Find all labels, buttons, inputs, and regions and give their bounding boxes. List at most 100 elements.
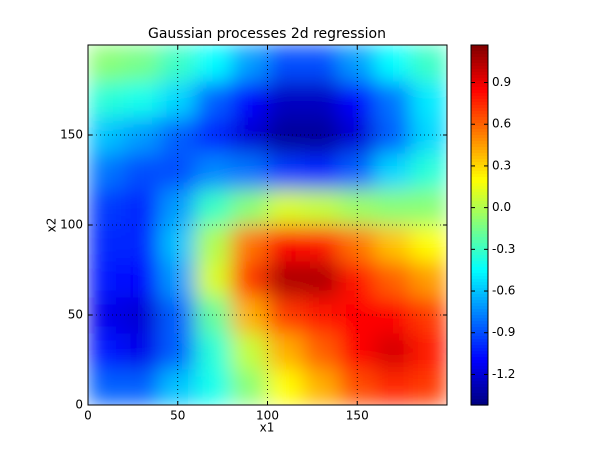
colorbar-tick-label: -1.2 <box>492 367 515 381</box>
colorbar-segment <box>471 63 488 67</box>
heatmap-cell <box>302 80 340 118</box>
colorbar-segment <box>471 309 488 313</box>
colorbar-segment <box>471 333 488 337</box>
colorbar-segment <box>471 234 488 238</box>
heatmap-cell <box>338 224 376 262</box>
heatmap-cell <box>88 224 125 262</box>
colorbar-segment <box>471 369 488 373</box>
heatmap-cell <box>123 332 161 370</box>
colorbar-segment <box>471 255 488 259</box>
heatmap-cell <box>231 296 268 334</box>
colorbar-segment <box>471 87 488 91</box>
colorbar-segment <box>471 102 488 106</box>
colorbar-segment <box>471 75 488 79</box>
colorbar-segment <box>471 291 488 295</box>
colorbar-segment <box>471 372 488 376</box>
x-tick-label: 0 <box>84 409 92 423</box>
colorbar-segment <box>471 348 488 352</box>
x-tick-label: 100 <box>256 409 279 423</box>
heatmap-cell <box>123 224 161 262</box>
colorbar-segment <box>471 120 488 124</box>
heatmap-cell <box>88 188 125 226</box>
colorbar-segment <box>471 363 488 367</box>
colorbar-segment <box>471 114 488 118</box>
colorbar-segment <box>471 231 488 235</box>
colorbar-segment <box>471 345 488 349</box>
heatmap-cell <box>195 332 233 370</box>
colorbar-segment <box>471 219 488 223</box>
colorbar-segment <box>471 384 488 388</box>
heatmap-cell <box>159 332 197 370</box>
colorbar-segment <box>471 174 488 178</box>
colorbar-segment <box>471 387 488 391</box>
heatmap-cell <box>302 152 340 190</box>
colorbar-segment <box>471 93 488 97</box>
y-tick-label: 50 <box>68 308 83 322</box>
heatmap-cell <box>231 332 268 370</box>
heatmap-cell <box>338 45 376 82</box>
colorbar-segment <box>471 297 488 301</box>
colorbar-segment <box>471 216 488 220</box>
colorbar-segment <box>471 126 488 130</box>
heatmap-cell <box>410 188 447 226</box>
colorbar-frame <box>470 44 489 406</box>
heatmap-cell <box>123 80 161 118</box>
heatmap-cell <box>123 260 161 298</box>
heatmap-cell <box>159 152 197 190</box>
heatmap-cell <box>231 80 268 118</box>
colorbar-segment <box>471 324 488 328</box>
heatmap-cell <box>302 260 340 298</box>
heatmap-cell <box>159 80 197 118</box>
colorbar-segment <box>471 306 488 310</box>
heatmap-cell <box>267 332 304 370</box>
heatmap-cell <box>302 116 340 154</box>
colorbar-segment <box>471 138 488 142</box>
colorbar-segment <box>471 177 488 181</box>
colorbar-segment <box>471 48 488 52</box>
y-axis-label: x2 <box>45 218 59 233</box>
colorbar-segment <box>471 72 488 76</box>
heatmap-cell <box>123 152 161 190</box>
heatmap-cell <box>267 188 304 226</box>
heatmap-cell <box>302 368 340 405</box>
colorbar-segment <box>471 198 488 202</box>
heatmap-cell <box>410 368 447 405</box>
heatmap-cell <box>302 188 340 226</box>
colorbar-segment <box>471 54 488 58</box>
colorbar-segment <box>471 225 488 229</box>
colorbar-segment <box>471 327 488 331</box>
colorbar-segment <box>471 90 488 94</box>
heatmap-cell <box>410 80 447 118</box>
colorbar-segment <box>471 108 488 112</box>
heatmap-cells <box>88 45 447 405</box>
colorbar-segment <box>471 132 488 136</box>
colorbar-tick-label: 0.0 <box>492 200 511 214</box>
heatmap-cell <box>159 188 197 226</box>
heatmap-cell <box>123 45 161 82</box>
heatmap-cell <box>231 224 268 262</box>
colorbar-tick-label: -0.3 <box>492 242 515 256</box>
colorbar-segment <box>471 195 488 199</box>
colorbar-segment <box>471 66 488 70</box>
heatmap-cell <box>267 296 304 334</box>
overlay: 0 50 100 150 0 50 100 150 -1.2 -0.9 -0.6 -0.3 0.0 0.3… <box>60 44 515 423</box>
heatmap-cell <box>267 80 304 118</box>
heatmap-cell <box>410 224 447 262</box>
colorbar-segment <box>471 354 488 358</box>
colorbar-segment <box>471 180 488 184</box>
colorbar-segment <box>471 159 488 163</box>
colorbar-segment <box>471 162 488 166</box>
heatmap-cell <box>88 80 125 118</box>
heatmap-cell <box>374 152 412 190</box>
colorbar-segment <box>471 60 488 64</box>
colorbar-tick-label: 0.3 <box>492 158 511 172</box>
colorbar-segment <box>471 96 488 100</box>
colorbar-segment <box>471 222 488 226</box>
y-tick-label: 150 <box>60 128 83 142</box>
colorbar-segment <box>471 51 488 55</box>
colorbar-segment <box>471 360 488 364</box>
colorbar-segment <box>471 81 488 85</box>
heatmap-cell <box>231 152 268 190</box>
